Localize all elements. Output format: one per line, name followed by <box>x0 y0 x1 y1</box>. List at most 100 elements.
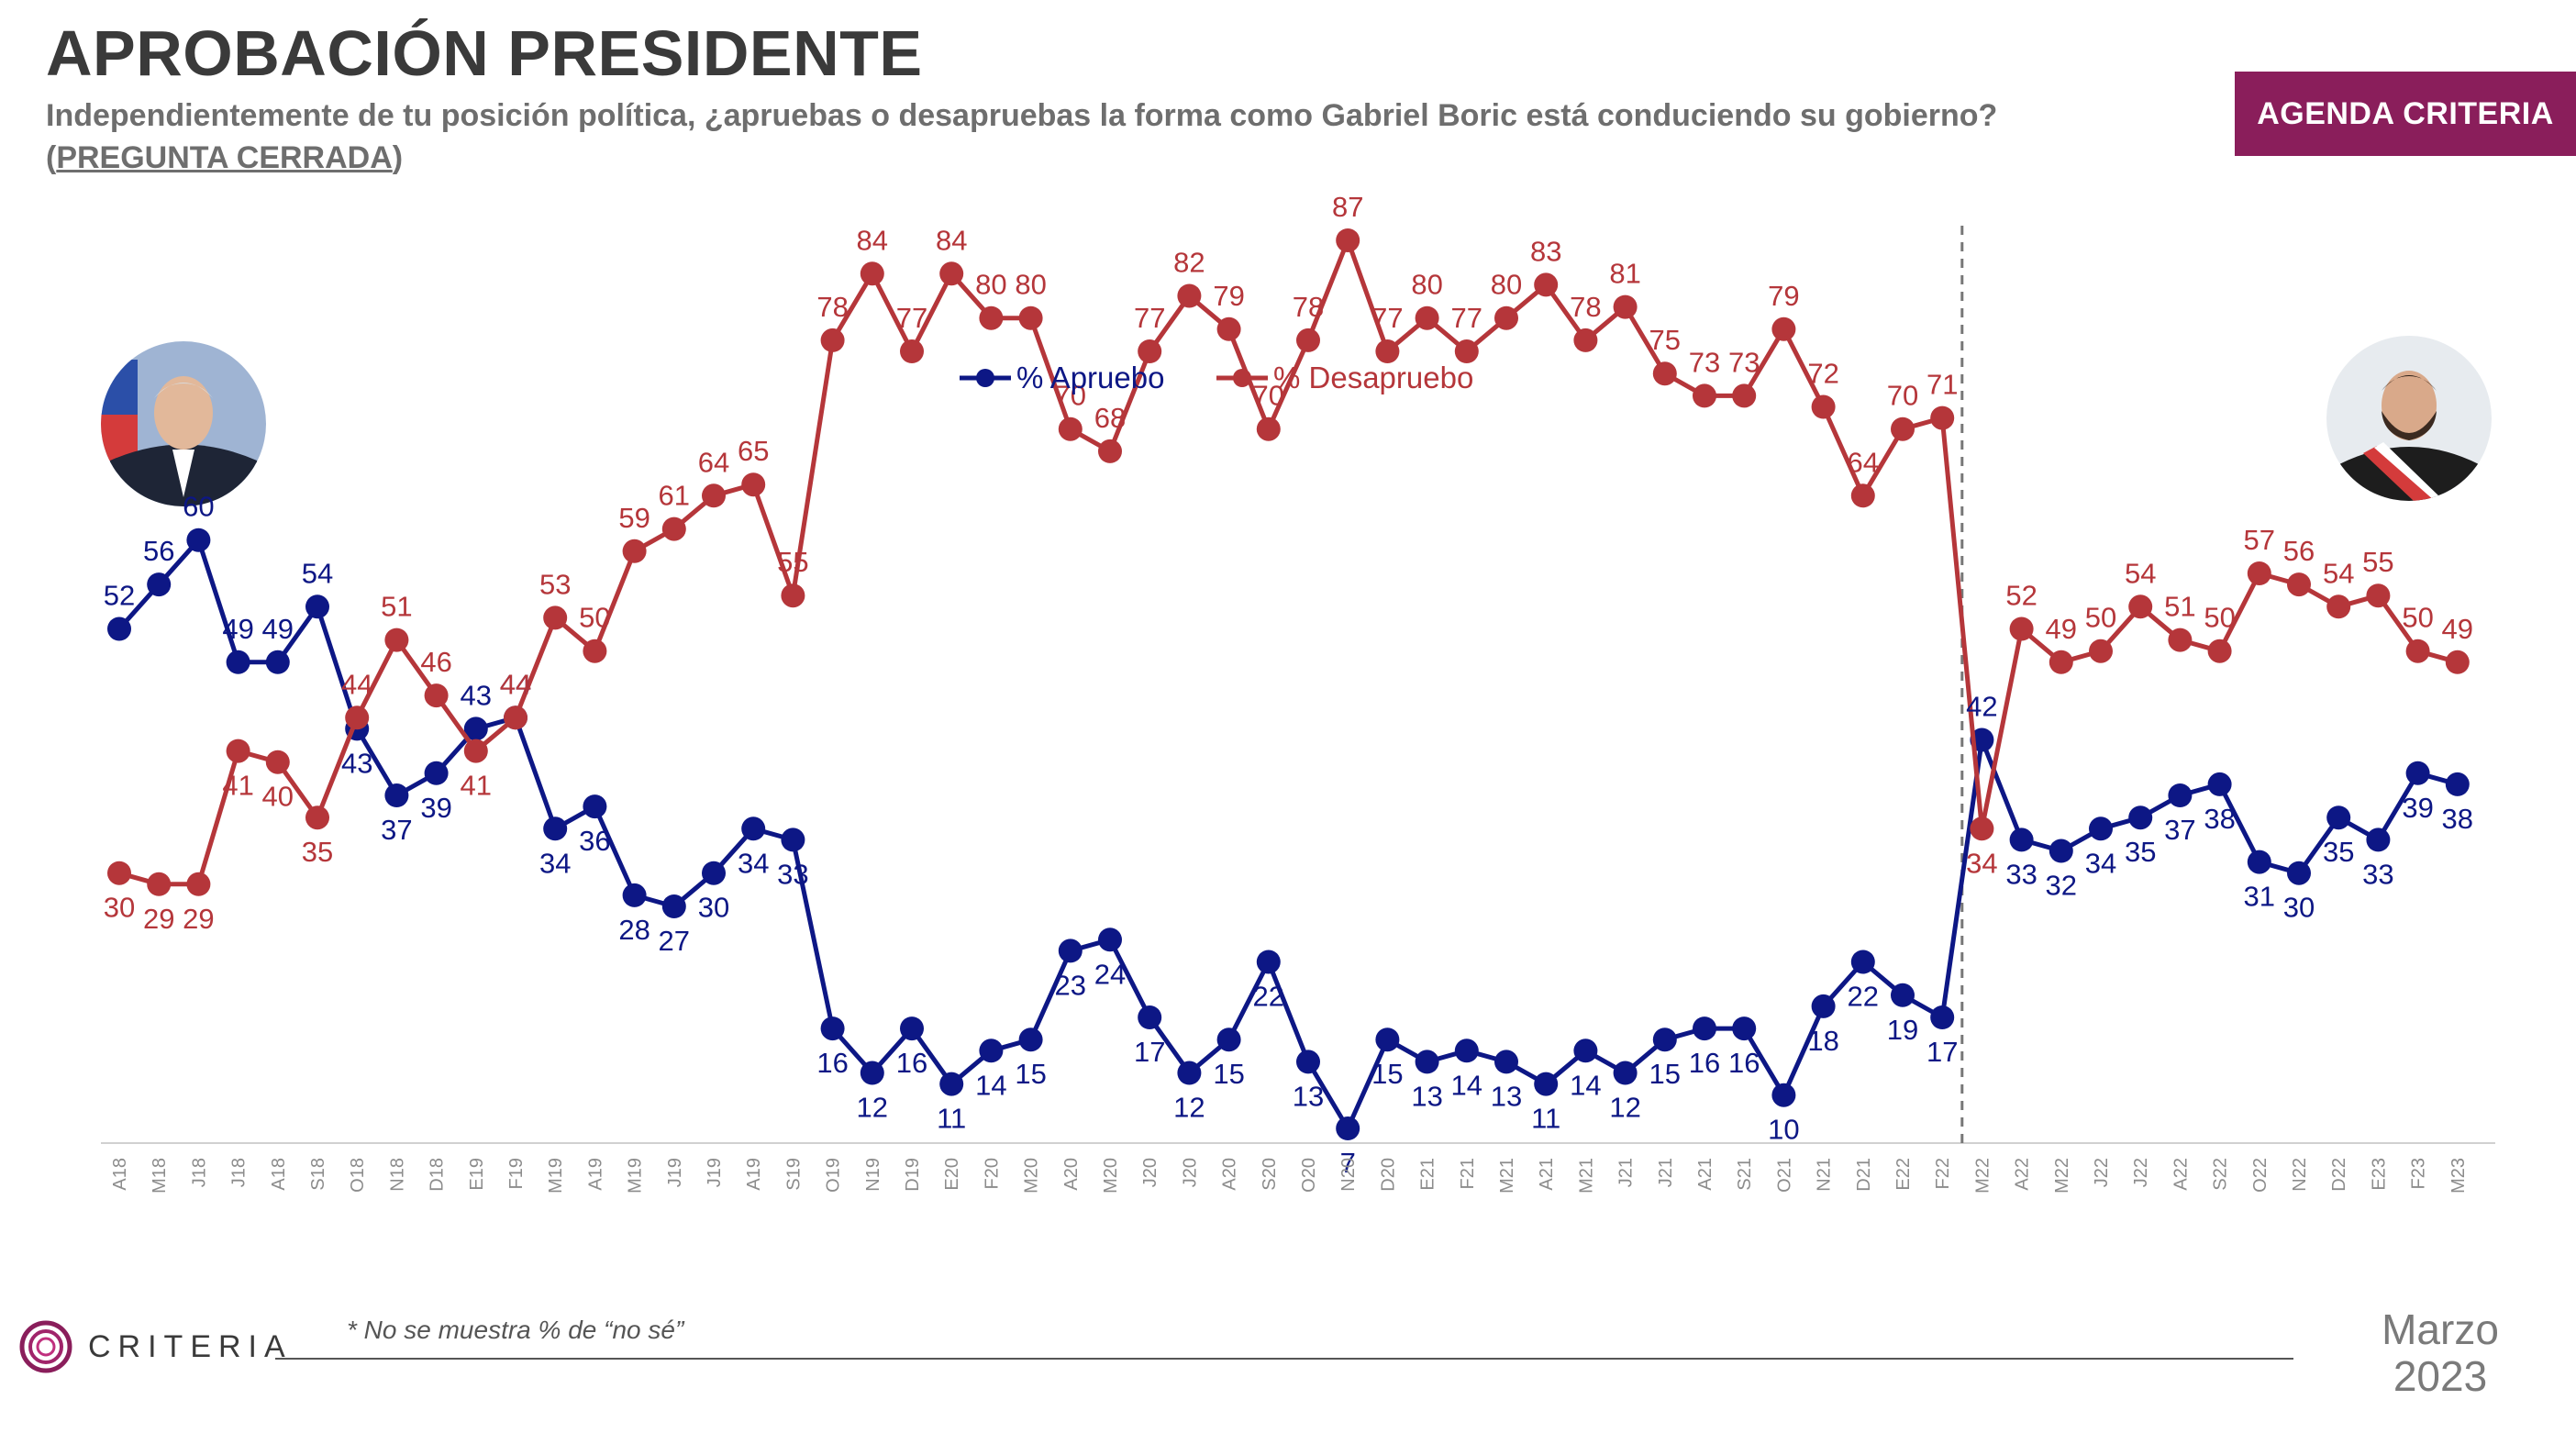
data-point <box>781 828 805 852</box>
data-point <box>1454 339 1479 363</box>
data-point <box>860 261 884 286</box>
data-point <box>1534 1072 1559 1096</box>
data-point <box>1098 927 1122 952</box>
data-point <box>2405 761 2430 785</box>
data-label: 78 <box>1293 291 1324 323</box>
data-point <box>345 705 370 730</box>
data-point <box>1771 1083 1796 1107</box>
data-point <box>1296 1050 1320 1074</box>
x-tick-label: A19 <box>585 1158 605 1191</box>
data-label: 50 <box>579 602 610 634</box>
data-label: 78 <box>1570 291 1601 323</box>
x-tick-label: N19 <box>863 1158 883 1192</box>
data-point <box>265 750 290 774</box>
x-tick-label: O21 <box>1774 1158 1794 1193</box>
agenda-criteria-badge: AGENDA CRITERIA <box>2235 72 2576 156</box>
x-tick-label: J18 <box>229 1158 250 1187</box>
data-label: 80 <box>975 269 1006 301</box>
data-label: 17 <box>1134 1036 1165 1068</box>
data-point <box>265 650 290 674</box>
data-point <box>2405 639 2430 663</box>
data-point <box>107 616 131 641</box>
x-tick-label: J22 <box>2131 1158 2151 1187</box>
data-label: 44 <box>341 668 372 700</box>
data-label: 22 <box>1848 981 1879 1013</box>
data-label: 49 <box>222 613 253 645</box>
data-point <box>1375 1027 1400 1052</box>
data-label: 41 <box>222 770 253 802</box>
data-label: 49 <box>262 613 294 645</box>
x-tick-label: D20 <box>1378 1158 1398 1192</box>
data-point <box>1138 1005 1162 1029</box>
data-point <box>1018 1027 1043 1052</box>
data-label: 42 <box>1966 691 1997 723</box>
x-tick-label: J19 <box>705 1158 725 1187</box>
data-point <box>979 305 1004 330</box>
criteria-logo: CRITERIA <box>17 1317 293 1376</box>
page-subtitle: Independientemente de tu posición políti… <box>46 95 2064 180</box>
subtitle-question-type: PREGUNTA CERRADA <box>56 139 393 175</box>
chart-series <box>107 228 2470 1140</box>
chart-grid <box>101 226 2495 1144</box>
x-tick-label: A22 <box>2013 1158 2033 1191</box>
data-label: 13 <box>1491 1080 1522 1112</box>
data-point <box>2287 572 2311 597</box>
data-label: 54 <box>2323 557 2354 589</box>
data-point <box>2049 839 2073 863</box>
data-label: 75 <box>1649 324 1681 356</box>
data-point <box>1891 417 1915 441</box>
x-tick-label: M19 <box>546 1158 566 1194</box>
current-president-portrait <box>2326 336 2492 501</box>
x-tick-label: F20 <box>982 1158 1002 1189</box>
data-label: 70 <box>1253 380 1284 412</box>
data-label: 28 <box>618 914 650 946</box>
data-label: 15 <box>1371 1058 1403 1090</box>
data-point <box>1216 317 1241 341</box>
data-point <box>2089 639 2113 663</box>
data-point <box>860 1061 884 1085</box>
data-label: 73 <box>1728 346 1760 378</box>
data-label: 11 <box>937 1103 966 1135</box>
x-tick-label: N20 <box>1338 1158 1359 1192</box>
data-label: 13 <box>1411 1080 1442 1112</box>
data-label: 64 <box>698 446 729 478</box>
data-label: 50 <box>2085 602 2116 634</box>
data-label: 80 <box>1015 269 1046 301</box>
data-label: 65 <box>738 435 769 467</box>
data-label: 33 <box>2005 858 2037 890</box>
data-label: 35 <box>2323 836 2354 868</box>
data-label: 84 <box>936 224 967 256</box>
data-point <box>147 572 172 597</box>
x-tick-label: F22 <box>1933 1158 1953 1189</box>
data-label: 56 <box>143 535 174 567</box>
data-label: 16 <box>1689 1047 1720 1079</box>
data-point <box>1652 1027 1677 1052</box>
x-tick-label: A20 <box>1061 1158 1082 1191</box>
x-tick-label: F23 <box>2409 1158 2429 1189</box>
data-point <box>1613 294 1638 319</box>
legend-item-apruebo: % Apruebo <box>960 361 1164 394</box>
data-label: 72 <box>1807 358 1838 390</box>
data-label: 77 <box>1371 302 1403 334</box>
data-label: 34 <box>539 847 571 879</box>
data-point <box>504 705 527 730</box>
data-point <box>1652 361 1677 386</box>
x-tick-label: S22 <box>2211 1158 2231 1191</box>
data-point <box>702 861 726 885</box>
legend-label: % Apruebo <box>1016 361 1164 394</box>
data-label: 70 <box>1055 380 1086 412</box>
data-label: 44 <box>500 668 531 700</box>
x-tick-label: E22 <box>1893 1158 1914 1191</box>
data-point <box>226 650 250 674</box>
data-point <box>1613 1061 1638 1085</box>
data-point <box>1573 328 1598 352</box>
data-point <box>2247 850 2271 874</box>
data-label: 39 <box>2402 792 2433 824</box>
data-point <box>1098 439 1122 463</box>
data-point <box>1930 1005 1955 1029</box>
data-label: 12 <box>1609 1092 1640 1124</box>
x-tick-label: D22 <box>2329 1158 2349 1192</box>
x-tick-label: N18 <box>387 1158 407 1192</box>
criteria-logo-text: CRITERIA <box>88 1328 293 1364</box>
approval-line-chart: 5230562960294941494054354344375139464341… <box>101 191 2495 1194</box>
